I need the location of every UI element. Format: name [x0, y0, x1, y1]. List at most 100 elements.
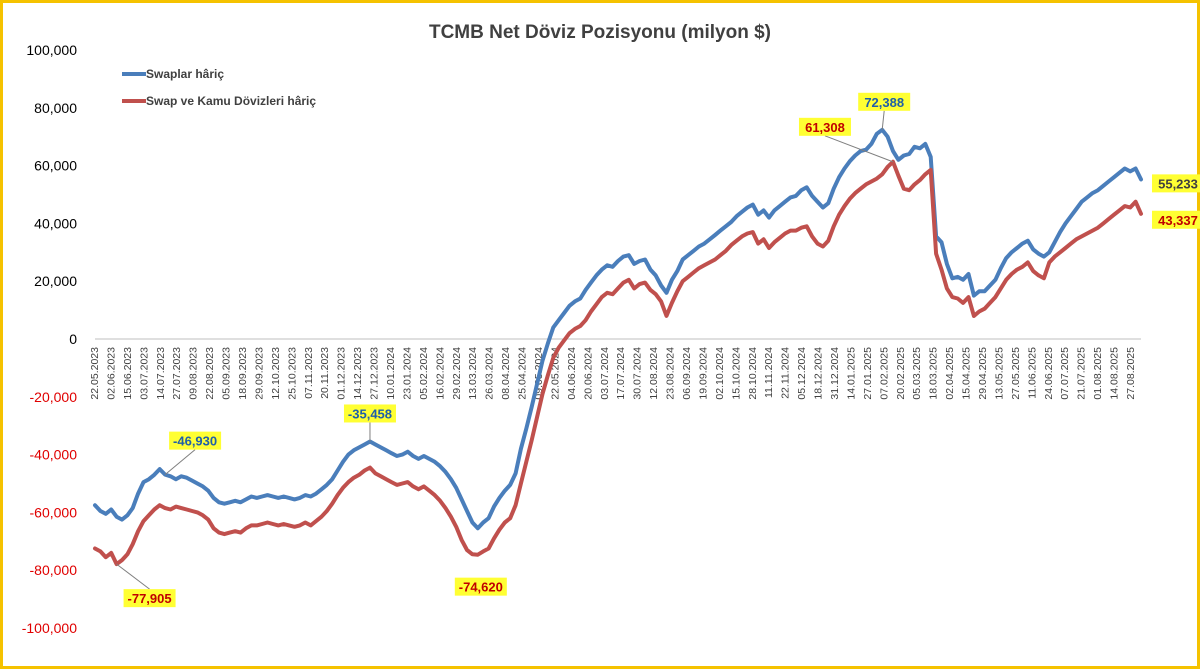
annotation-label: 72,388 [864, 95, 904, 110]
x-tick-label: 19.09.2024 [697, 347, 709, 400]
x-tick-label: 07.07.2025 [1059, 347, 1071, 400]
annotation-label: 55,233 [1158, 176, 1198, 191]
x-tick-label: 18.12.2024 [813, 347, 825, 400]
x-tick-label: 02.10.2024 [714, 347, 726, 400]
annotation-box [169, 431, 222, 450]
annotations: -46,930 -77,905 -35,458 -74,620 61,308 72,388… [116, 92, 1200, 608]
y-tick-label: -20,000 [30, 389, 78, 405]
x-tick-label: 13.05.2025 [993, 347, 1005, 400]
legend: Swaplar hâriç Swap ve Kamu Dövizleri hâri… [122, 67, 316, 108]
annotation-label: 43,337 [1158, 213, 1198, 228]
x-tick-label: 11.06.2025 [1026, 347, 1038, 399]
x-tick-label: 14.08.2025 [1109, 347, 1121, 400]
y-tick-label: 80,000 [34, 100, 77, 116]
x-tick-label: 07.02.2025 [878, 347, 890, 400]
x-tick-label: 20.06.2024 [582, 347, 594, 400]
x-tick-label: 20.11.2023 [319, 347, 331, 399]
series-line-1 [93, 127, 1143, 531]
x-tick-label: 10.01.2024 [385, 347, 397, 400]
x-tick-label: 05.02.2024 [418, 347, 430, 400]
x-tick-label: 20.02.2025 [895, 347, 907, 400]
x-tick-label: 23.01.2024 [401, 347, 413, 400]
x-tick-label: 29.04.2025 [977, 347, 989, 400]
x-tick-label: 14.07.2023 [155, 347, 167, 400]
annotation-box [123, 589, 176, 608]
x-tick-label: 27.08.2025 [1125, 347, 1137, 400]
annotation-box [1152, 210, 1200, 229]
x-tick-label: 12.10.2023 [270, 347, 282, 400]
x-tick-label: 29.09.2023 [253, 347, 265, 400]
x-tick-label: 16.02.2024 [434, 347, 446, 400]
x-tick-label: 05.12.2024 [796, 347, 808, 400]
y-tick-label: 20,000 [34, 273, 77, 289]
x-tick-label: 14.12.2023 [352, 347, 364, 400]
x-axis: 22.05.2023 02.06.2023 15.06.2023 03.07.2023… [89, 347, 1137, 400]
x-tick-label: 07.11.2023 [303, 347, 315, 399]
y-tick-label: 0 [69, 331, 77, 347]
annotation-label: -77,905 [128, 591, 172, 606]
x-tick-label: 22.11.2024 [780, 347, 792, 399]
annotation-box [798, 117, 851, 136]
x-tick-label: 02.04.2025 [944, 347, 956, 400]
x-tick-label: 08.04.2024 [500, 347, 512, 400]
x-tick-label: 31.12.2024 [829, 347, 841, 400]
annotation-leader [824, 135, 894, 163]
x-tick-label: 05.03.2025 [911, 347, 923, 400]
series-line-2 [93, 159, 1143, 567]
x-tick-label: 14.01.2025 [845, 347, 857, 400]
chart-title: TCMB Net Döviz Pozisyonu (milyon $) [429, 22, 771, 43]
y-tick-label: 40,000 [34, 215, 77, 231]
x-tick-label: 24.06.2025 [1043, 347, 1055, 400]
y-tick-label: -100,000 [22, 620, 77, 636]
annotation-label: -46,930 [173, 434, 217, 449]
x-tick-label: 15.06.2023 [122, 347, 134, 400]
x-tick-label: 27.12.2023 [369, 347, 381, 400]
annotation-label: -35,458 [348, 406, 392, 421]
x-tick-label: 04.06.2024 [566, 347, 578, 400]
x-tick-label: 12.08.2024 [648, 347, 660, 400]
y-axis: 100,000 80,000 60,000 40,000 20,000 0 -20,000 -… [22, 42, 77, 636]
x-tick-label: 03.07.2023 [138, 347, 150, 400]
x-tick-label: 22.05.2023 [89, 347, 101, 400]
x-tick-label: 02.06.2023 [105, 347, 117, 400]
annotation-leader [881, 110, 885, 130]
x-tick-label: 25.10.2023 [286, 347, 298, 400]
legend-label: Swaplar hâriç [146, 67, 224, 81]
annotation-box [454, 577, 507, 596]
x-tick-label: 27.01.2025 [862, 347, 874, 400]
x-tick-label: 15.04.2025 [961, 347, 973, 400]
annotation-label: 61,308 [805, 120, 845, 135]
annotation-box [858, 92, 911, 111]
x-tick-label: 17.07.2024 [615, 347, 627, 400]
x-tick-label: 23.08.2024 [665, 347, 677, 400]
y-tick-label: -80,000 [30, 562, 78, 578]
annotation-box [343, 404, 396, 423]
x-tick-label: 21.07.2025 [1076, 347, 1088, 400]
annotation-leader [164, 449, 196, 476]
x-tick-label: 13.03.2024 [467, 347, 479, 400]
x-tick-label: 11.11.2024 [763, 347, 775, 398]
x-tick-label: 25.04.2024 [517, 347, 529, 400]
x-tick-label: 26.03.2024 [484, 347, 496, 400]
x-tick-label: 28.10.2024 [747, 347, 759, 400]
x-tick-label: 06.09.2024 [681, 347, 693, 400]
x-tick-label: 15.10.2024 [730, 347, 742, 400]
legend-label: Swap ve Kamu Dövizleri hâriç [146, 94, 316, 108]
y-tick-label: -40,000 [30, 447, 78, 463]
y-tick-label: 100,000 [26, 42, 77, 58]
y-tick-label: -60,000 [30, 504, 78, 520]
series-layer [93, 127, 1143, 567]
y-tick-label: 60,000 [34, 158, 77, 174]
annotation-leader [116, 563, 150, 590]
x-tick-label: 27.05.2025 [1010, 347, 1022, 400]
x-tick-label: 18.03.2025 [928, 347, 940, 400]
annotation-box [1152, 174, 1200, 193]
x-tick-label: 18.09.2023 [237, 347, 249, 400]
x-tick-label: 22.08.2023 [204, 347, 216, 400]
x-tick-label: 01.08.2025 [1092, 347, 1104, 400]
x-tick-label: 01.12.2023 [336, 347, 348, 400]
annotation-label: -74,620 [459, 580, 503, 595]
x-tick-label: 27.07.2023 [171, 347, 183, 400]
